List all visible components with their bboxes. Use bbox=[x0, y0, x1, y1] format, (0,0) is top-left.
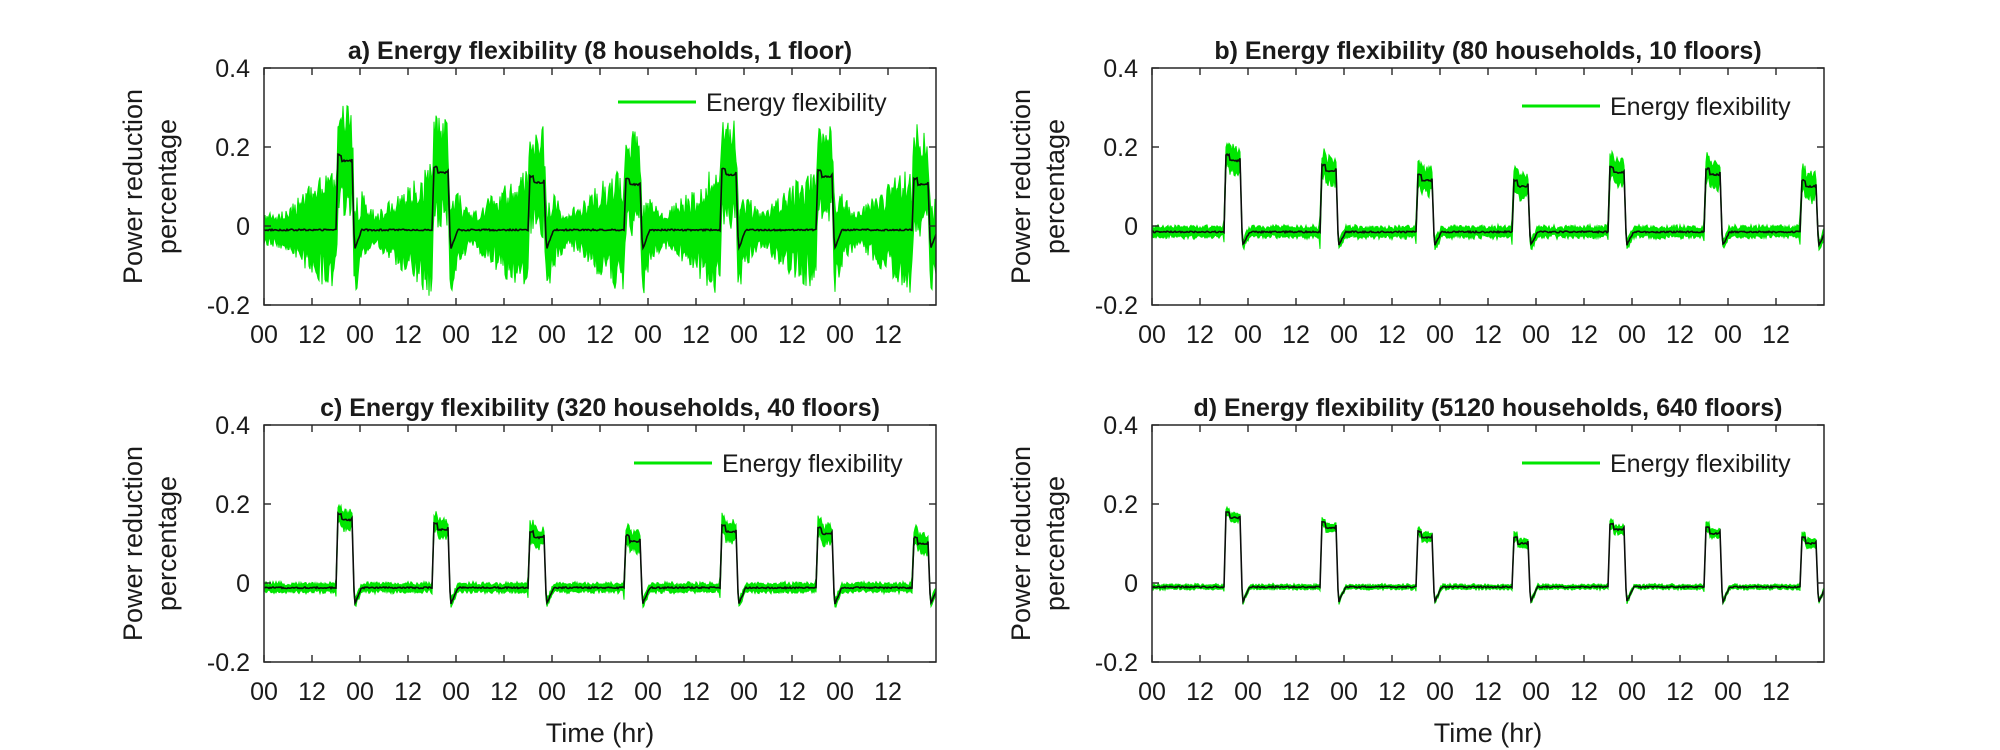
y-tick-label: 0 bbox=[236, 570, 250, 598]
y-tick-label: 0 bbox=[1124, 570, 1138, 598]
x-tick-label: 12 bbox=[1378, 321, 1406, 349]
y-tick-label: 0 bbox=[1124, 213, 1138, 241]
y-axis-label: Power reduction percentage bbox=[118, 446, 182, 641]
x-tick-label: 12 bbox=[1282, 321, 1310, 349]
panel-1: -0.2 0 0.2 0.4 00 12 00 12 00 12 00 12 00 12 00 12 00 12 a… bbox=[118, 37, 937, 349]
x-tick-label: 00 bbox=[346, 678, 374, 706]
series-mean-line bbox=[1152, 511, 1824, 606]
series-band bbox=[264, 503, 936, 609]
x-tick-label: 00 bbox=[1618, 321, 1646, 349]
y-tick-label: 0.2 bbox=[215, 134, 250, 162]
x-tick-label: 12 bbox=[586, 678, 614, 706]
x-tick-label: 12 bbox=[874, 678, 902, 706]
y-axis-label: Power reduction percentage bbox=[1006, 89, 1070, 284]
x-tick-label: 00 bbox=[1714, 321, 1742, 349]
x-tick-label: 12 bbox=[682, 321, 710, 349]
chart-title: c) Energy flexibility (320 households, 4… bbox=[320, 394, 880, 422]
x-tick-label: 12 bbox=[1570, 321, 1598, 349]
x-tick-label: 00 bbox=[730, 678, 758, 706]
x-tick-label: 12 bbox=[1762, 321, 1790, 349]
x-tick-label: 12 bbox=[298, 678, 326, 706]
x-tick-label: 00 bbox=[442, 321, 470, 349]
x-tick-label: 12 bbox=[1282, 678, 1310, 706]
y-tick-label: 0.4 bbox=[215, 55, 250, 83]
x-tick-label: 12 bbox=[1474, 678, 1502, 706]
chart-title: a) Energy flexibility (8 households, 1 f… bbox=[348, 37, 852, 65]
x-tick-label: 12 bbox=[1666, 321, 1694, 349]
y-tick-label: -0.2 bbox=[207, 649, 250, 677]
x-tick-label: 12 bbox=[874, 321, 902, 349]
x-tick-label: 00 bbox=[826, 678, 854, 706]
x-tick-label: 12 bbox=[1186, 678, 1214, 706]
x-tick-label: 00 bbox=[1234, 678, 1262, 706]
x-tick-label: 00 bbox=[1234, 321, 1262, 349]
y-tick-label: 0.2 bbox=[1103, 134, 1138, 162]
x-tick-label: 12 bbox=[394, 321, 422, 349]
legend-label: Energy flexibility bbox=[1610, 450, 1791, 478]
x-tick-label: 00 bbox=[538, 678, 566, 706]
y-axis-label: Power reduction percentage bbox=[1006, 446, 1070, 641]
x-tick-label: 00 bbox=[538, 321, 566, 349]
x-tick-label: 00 bbox=[730, 321, 758, 349]
panel-3: -0.2 0 0.2 0.4 00 12 00 12 00 12 00 12 00 12 00 12 00 12 c… bbox=[118, 394, 937, 748]
y-tick-label: 0.4 bbox=[215, 412, 250, 440]
series-band bbox=[264, 104, 936, 296]
x-tick-label: 12 bbox=[1378, 678, 1406, 706]
x-tick-label: 00 bbox=[1426, 678, 1454, 706]
x-tick-label: 00 bbox=[1330, 678, 1358, 706]
x-tick-label: 00 bbox=[634, 678, 662, 706]
x-tick-label: 12 bbox=[490, 321, 518, 349]
legend-label: Energy flexibility bbox=[1610, 93, 1791, 121]
x-tick-label: 00 bbox=[1138, 678, 1166, 706]
x-tick-label: 12 bbox=[586, 321, 614, 349]
legend-label: Energy flexibility bbox=[722, 450, 903, 478]
x-tick-label: 00 bbox=[1522, 678, 1550, 706]
chart-title: d) Energy flexibility (5120 households, … bbox=[1193, 394, 1782, 422]
y-tick-label: -0.2 bbox=[1095, 649, 1138, 677]
y-tick-label: -0.2 bbox=[1095, 292, 1138, 320]
y-axis-label: Power reduction percentage bbox=[118, 89, 182, 284]
y-tick-label: -0.2 bbox=[207, 292, 250, 320]
y-tick-label: 0.4 bbox=[1103, 412, 1138, 440]
x-tick-label: 12 bbox=[682, 678, 710, 706]
series-mean-line bbox=[1152, 152, 1824, 248]
x-tick-label: 00 bbox=[1522, 321, 1550, 349]
x-tick-label: 00 bbox=[250, 678, 278, 706]
x-axis-label: Time (hr) bbox=[1434, 718, 1543, 748]
x-axis-label: Time (hr) bbox=[546, 718, 655, 748]
panel-4: -0.2 0 0.2 0.4 00 12 00 12 00 12 00 12 00 12 00 12 00 12 d… bbox=[1006, 394, 1825, 748]
x-tick-label: 12 bbox=[394, 678, 422, 706]
x-tick-label: 00 bbox=[634, 321, 662, 349]
x-tick-label: 12 bbox=[1570, 678, 1598, 706]
x-tick-label: 12 bbox=[1762, 678, 1790, 706]
y-tick-label: 0.2 bbox=[1103, 491, 1138, 519]
series-band bbox=[1152, 505, 1824, 606]
x-tick-label: 00 bbox=[826, 321, 854, 349]
x-tick-label: 12 bbox=[1186, 321, 1214, 349]
x-tick-label: 00 bbox=[1426, 321, 1454, 349]
chart-title: b) Energy flexibility (80 households, 10… bbox=[1214, 37, 1761, 65]
y-tick-label: 0.2 bbox=[215, 491, 250, 519]
x-tick-label: 00 bbox=[1618, 678, 1646, 706]
x-tick-label: 00 bbox=[1714, 678, 1742, 706]
x-tick-label: 12 bbox=[298, 321, 326, 349]
panel-2: -0.2 0 0.2 0.4 00 12 00 12 00 12 00 12 00 12 00 12 00 12 b… bbox=[1006, 37, 1825, 349]
y-tick-label: 0 bbox=[236, 213, 250, 241]
series-mean-line bbox=[264, 153, 936, 251]
x-tick-label: 12 bbox=[490, 678, 518, 706]
x-tick-label: 00 bbox=[1138, 321, 1166, 349]
x-tick-label: 00 bbox=[1330, 321, 1358, 349]
x-tick-label: 00 bbox=[442, 678, 470, 706]
y-tick-label: 0.4 bbox=[1103, 55, 1138, 83]
legend-label: Energy flexibility bbox=[706, 89, 887, 117]
x-tick-label: 12 bbox=[1474, 321, 1502, 349]
series-band bbox=[1152, 142, 1824, 252]
x-tick-label: 00 bbox=[250, 321, 278, 349]
x-tick-label: 12 bbox=[778, 321, 806, 349]
series-mean-line bbox=[264, 511, 936, 606]
x-tick-label: 00 bbox=[346, 321, 374, 349]
x-tick-label: 12 bbox=[1666, 678, 1694, 706]
x-tick-label: 12 bbox=[778, 678, 806, 706]
